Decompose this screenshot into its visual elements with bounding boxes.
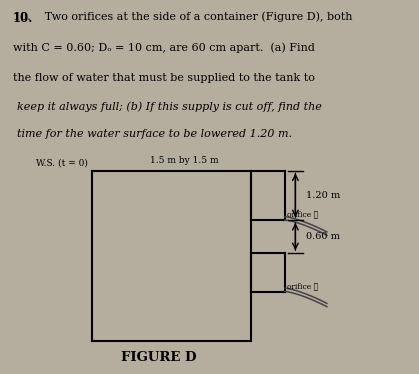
Text: with C = 0.60; Dₒ = 10 cm, are 60 cm apart.  (a) Find: with C = 0.60; Dₒ = 10 cm, are 60 cm apa… bbox=[13, 43, 314, 53]
Text: 10.    Two orifices at the side of a container (Figure D), both: 10. Two orifices at the side of a contai… bbox=[13, 12, 352, 22]
Text: the flow of water that must be supplied to the tank to: the flow of water that must be supplied … bbox=[13, 73, 314, 83]
Text: orifice ①: orifice ① bbox=[287, 211, 318, 219]
Text: 10.: 10. bbox=[13, 12, 33, 25]
Text: 1.20 m: 1.20 m bbox=[306, 191, 340, 200]
Text: FIGURE D: FIGURE D bbox=[122, 352, 197, 364]
Text: time for the water surface to be lowered 1.20 m.: time for the water surface to be lowered… bbox=[17, 129, 292, 140]
Text: 1.5 m by 1.5 m: 1.5 m by 1.5 m bbox=[150, 156, 219, 165]
Text: 0.60 m: 0.60 m bbox=[306, 232, 340, 241]
Text: keep it always full; (b) If this supply is cut off, find the: keep it always full; (b) If this supply … bbox=[17, 102, 322, 113]
Text: W.S. (t = 0): W.S. (t = 0) bbox=[36, 159, 88, 168]
Text: orifice ②: orifice ② bbox=[287, 282, 318, 290]
